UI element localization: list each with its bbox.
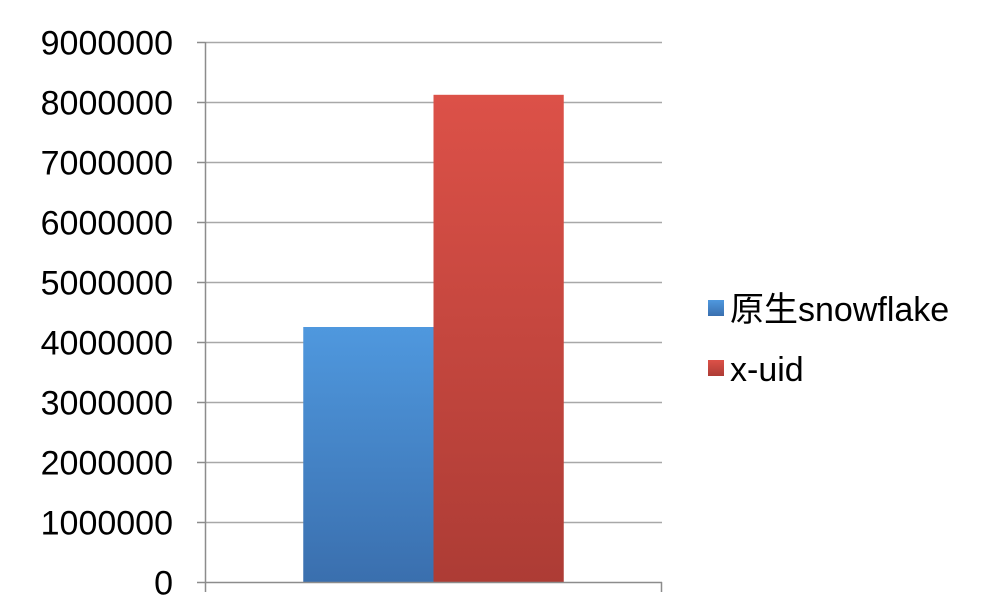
legend-label-0: 原生snowflake [730, 291, 949, 329]
bars [303, 94, 564, 583]
y-axis-tick-labels: 0 1000000 2000000 3000000 4000000 5000000 6000… [41, 25, 173, 603]
y-tick-label-1: 1000000 [41, 505, 173, 543]
y-tick-label-3: 3000000 [41, 385, 173, 423]
y-tick-label-8: 8000000 [41, 85, 173, 123]
legend: 原生snowflake x-uid [708, 291, 949, 389]
y-tick-label-0: 0 [154, 565, 173, 603]
bar-x-uid [433, 94, 564, 583]
y-tick-label-2: 2000000 [41, 445, 173, 483]
y-tick-label-5: 5000000 [41, 265, 173, 303]
bar-native-snowflake [303, 327, 434, 582]
y-tick-label-7: 7000000 [41, 145, 173, 183]
axes [197, 41, 663, 592]
y-tick-label-9: 9000000 [41, 25, 173, 63]
y-tick-label-6: 6000000 [41, 205, 173, 243]
legend-swatch-1 [708, 360, 724, 376]
y-tick-label-4: 4000000 [41, 325, 173, 363]
legend-label-1: x-uid [730, 351, 804, 389]
legend-swatch-0 [708, 300, 724, 316]
